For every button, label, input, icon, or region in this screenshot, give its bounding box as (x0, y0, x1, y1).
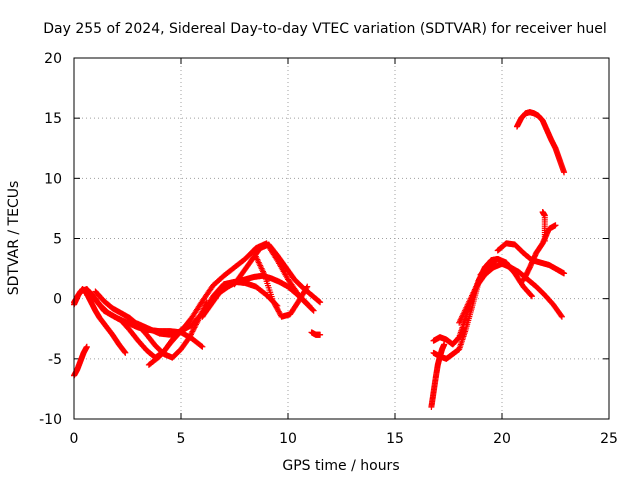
data-point (304, 283, 311, 290)
data-point (561, 270, 568, 277)
data-point (317, 299, 324, 306)
y-axis-label: SDTVAR / TECUs (6, 181, 22, 296)
data-point-interp (309, 306, 316, 313)
grid-lines (74, 58, 609, 419)
x-tick-label: 20 (493, 431, 511, 447)
data-point (441, 341, 448, 348)
data-point (122, 349, 129, 356)
x-tick-label: 25 (600, 431, 618, 447)
data-point (83, 343, 90, 350)
data-point-interp (316, 298, 323, 305)
chart-title: Day 255 of 2024, Sidereal Day-to-day VTE… (43, 21, 606, 37)
axis-ticks: 0 5 10 15 20 25 -10 -5 0 5 10 15 20 (39, 51, 618, 447)
data-point (541, 237, 548, 244)
y-tick-label: -5 (48, 352, 62, 368)
x-tick-label: 0 (70, 431, 79, 447)
data-point (552, 222, 559, 229)
data-point (199, 343, 206, 350)
data-point (558, 313, 565, 320)
data-point-interp (303, 284, 310, 291)
x-axis-label: GPS time / hours (282, 458, 399, 474)
data-points (71, 109, 568, 410)
data-point (561, 169, 568, 176)
data-point (310, 307, 317, 314)
data-point-interp (558, 312, 565, 319)
y-tick-label: 20 (44, 51, 62, 67)
y-tick-label: 0 (53, 292, 62, 308)
y-tick-label: 10 (44, 171, 62, 187)
x-tick-label: 15 (386, 431, 404, 447)
y-tick-label: -10 (39, 412, 62, 428)
data-point-interp (198, 343, 205, 350)
y-tick-label: 15 (44, 111, 62, 127)
x-tick-label: 5 (177, 431, 186, 447)
plot-frame (73, 57, 610, 420)
data-point-interp (528, 292, 535, 299)
x-tick-label: 10 (279, 431, 297, 447)
y-tick-label: 5 (53, 232, 62, 248)
data-point (528, 293, 535, 300)
data-point (317, 331, 324, 338)
